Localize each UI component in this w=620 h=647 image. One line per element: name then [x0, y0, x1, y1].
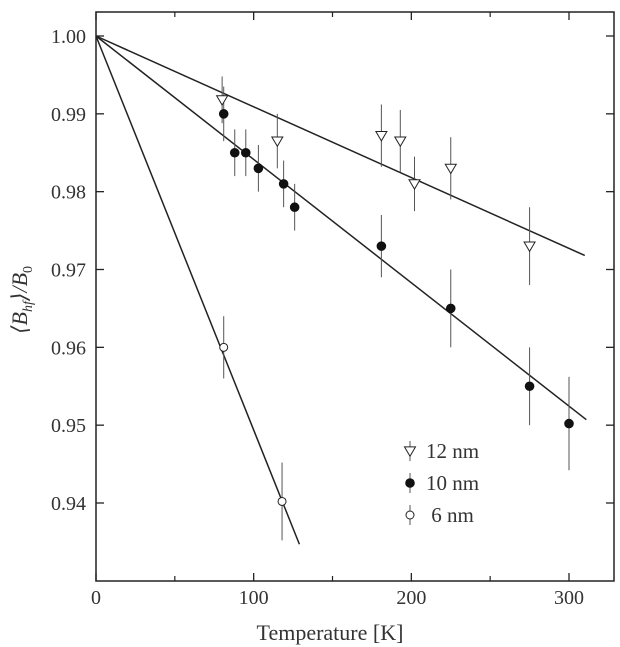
- legend-label: 6 nm: [426, 503, 474, 527]
- y-axis-label-part-1: ⟨B: [7, 312, 32, 334]
- x-tick-label: 300: [554, 587, 584, 609]
- fit-line-12-nm: [95, 35, 586, 257]
- error-bars: [221, 76, 570, 541]
- data-markers: [215, 95, 574, 506]
- data-point-10-nm: [218, 109, 229, 119]
- fit-line-6-nm: [95, 35, 301, 545]
- y-axis-label-part-2: hf: [21, 299, 36, 312]
- data-point-12-nm: [393, 136, 407, 148]
- plot-frame: [95, 11, 615, 582]
- data-point-10-nm: [564, 418, 574, 429]
- y-axis-label: ⟨Bhf⟩/B0: [7, 266, 36, 334]
- data-point-10-nm: [229, 147, 240, 158]
- y-tick-label: 0.96: [51, 337, 86, 359]
- x-tick-label: 100: [239, 587, 269, 609]
- y-axis-label-part-3: ⟩/B: [7, 273, 32, 302]
- data-point-12-nm: [215, 95, 229, 107]
- data-point-12-nm: [270, 136, 284, 148]
- y-tick-label: 0.97: [51, 260, 86, 282]
- axis-ticks: [95, 12, 614, 581]
- fit-line-10-nm: [95, 35, 587, 421]
- fit-lines: [95, 35, 587, 545]
- legend-label: 10 nm: [426, 471, 479, 495]
- y-tick-label: 0.98: [51, 182, 86, 204]
- data-point-12-nm: [444, 163, 458, 175]
- y-tick-label: 0.99: [51, 104, 86, 126]
- data-point-6-nm: [219, 342, 229, 352]
- data-point-10-nm: [240, 147, 251, 158]
- y-tick-label: 0.95: [51, 415, 86, 437]
- y-axis-label-part-4: 0: [21, 266, 36, 273]
- data-point-10-nm: [376, 241, 387, 251]
- data-point-6-nm: [277, 496, 287, 506]
- x-axis-label: Temperature [K]: [257, 620, 404, 645]
- data-point-10-nm: [445, 303, 456, 314]
- y-tick-label: 0.94: [51, 493, 86, 515]
- data-point-10-nm: [289, 202, 300, 213]
- data-point-10-nm: [253, 163, 264, 174]
- legend: 12 nm 10 nm 6 nm: [403, 439, 479, 527]
- data-point-10-nm: [278, 179, 289, 189]
- y-tick-label: 1.00: [51, 26, 86, 48]
- data-point-10-nm: [524, 381, 535, 392]
- data-point-12-nm: [375, 131, 388, 142]
- legend-marker-12-nm: [403, 446, 417, 458]
- axis-tick-labels: 0 100 200 300 0.94 0.95 0.96 0.97 0.98 0.99 1.00: [51, 26, 584, 609]
- x-tick-label: 0: [91, 587, 101, 609]
- data-point-12-nm: [408, 179, 421, 191]
- legend-label: 12 nm: [426, 439, 479, 463]
- legend-marker-10-nm: [405, 478, 415, 488]
- legend-marker-6-nm: [405, 510, 415, 520]
- data-point-12-nm: [523, 241, 536, 253]
- x-tick-label: 200: [396, 587, 426, 609]
